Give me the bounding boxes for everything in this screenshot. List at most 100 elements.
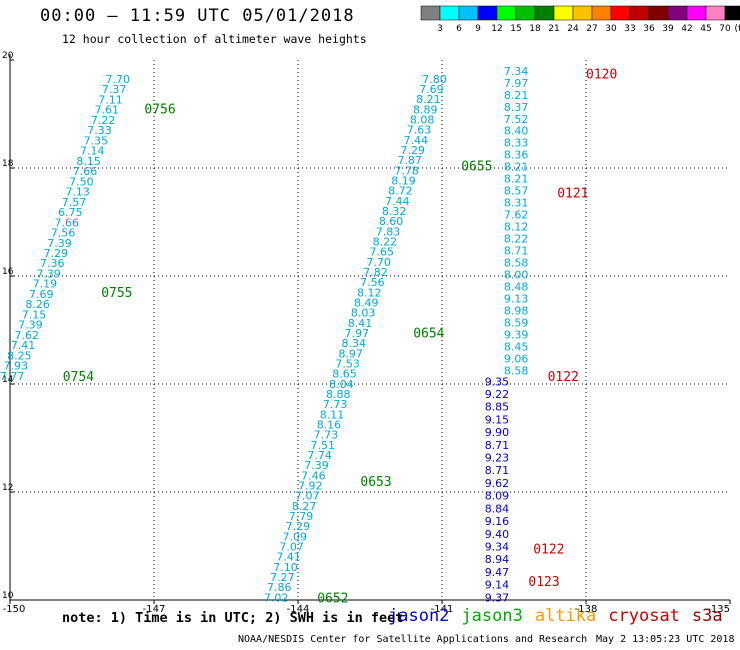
wave-height-point: 8.33	[504, 137, 529, 150]
colorbar-swatch	[591, 5, 612, 21]
wave-height-point: 7.35	[84, 134, 109, 147]
y-tick-label: 16	[2, 267, 14, 277]
wave-height-point: 7.44	[404, 134, 429, 147]
wave-height-point: 7.39	[36, 267, 61, 280]
colorbar-tick-label: 21	[548, 24, 559, 34]
wave-height-point: 7.70	[366, 256, 391, 269]
colorbar-swatch	[439, 5, 460, 21]
wave-height-point: 9.13	[504, 293, 529, 306]
wave-height-point: 7.07	[279, 540, 304, 553]
wave-height-point: 7.86	[267, 581, 292, 594]
colorbar-swatch	[534, 5, 555, 21]
colorbar-tick-label: 39	[662, 24, 674, 34]
wave-height-point: 8.98	[504, 305, 529, 318]
wave-height-point: 7.10	[273, 561, 298, 574]
satellite-legend: jason2 jason3 altika cryosat s3a	[388, 606, 723, 626]
wave-height-point: 8.37	[504, 101, 529, 114]
wave-height-point: 8.97	[338, 347, 363, 360]
colorbar-swatch	[629, 5, 650, 21]
wave-height-point: 7.29	[44, 247, 69, 260]
wave-height-point: 7.61	[95, 104, 120, 117]
wave-height-point: 8.25	[7, 349, 32, 362]
wave-height-point: 7.27	[270, 571, 295, 584]
wave-height-point: 8.58	[504, 257, 529, 270]
wave-height-point: 8.32	[382, 205, 407, 218]
legend-jason3: jason3	[461, 606, 523, 626]
wave-height-point: 8.26	[25, 298, 50, 311]
wave-height-point: 7.70	[106, 73, 131, 86]
pass-time-label: 0121	[557, 186, 588, 201]
colorbar-tick-label: 27	[586, 24, 597, 34]
y-tick-label: 12	[2, 483, 13, 493]
wave-height-point: 7.93	[4, 360, 29, 373]
wave-height-point: 7.07	[295, 490, 320, 503]
wave-height-point: 9.23	[485, 452, 510, 465]
colorbar-tick-label: 3	[437, 24, 443, 34]
wave-height-point: 7.97	[345, 327, 370, 340]
wave-height-point: 8.85	[485, 401, 510, 414]
wave-height-point: 8.45	[504, 341, 529, 354]
wave-height-point: 7.34	[504, 65, 529, 78]
legend-jason2: jason2	[388, 606, 450, 626]
wave-height-point: 7.74	[307, 449, 332, 462]
colorbar-unit: (ft)	[734, 24, 740, 34]
wave-height-point: 8.31	[504, 197, 529, 210]
wave-height-point: 8.16	[317, 419, 342, 432]
colorbar-swatch	[515, 5, 536, 21]
wave-height-point: 8.58	[504, 365, 529, 378]
pass-time-label: 0123	[528, 575, 559, 590]
wave-height-point: 7.97	[504, 77, 529, 90]
wave-height-point: 8.60	[379, 215, 404, 228]
wave-height-point: 7.80	[422, 73, 447, 86]
colorbar-swatch	[667, 5, 688, 21]
pass-time-label: 0652	[317, 591, 348, 606]
wave-height-point: 7.56	[360, 276, 385, 289]
wave-height-point: 7.50	[69, 175, 94, 188]
wave-height-point: 7.39	[18, 319, 43, 332]
x-tick-label: -150	[3, 604, 26, 615]
wave-height-point: 8.04	[329, 378, 354, 391]
wave-height-point: 7.62	[14, 329, 39, 342]
legend-s3a: s3a	[691, 606, 723, 626]
colorbar-tick-label: 70	[719, 24, 731, 34]
wave-height-point: 8.09	[485, 490, 510, 503]
legend-cryosat: cryosat	[608, 606, 680, 626]
wave-height-point: 9.47	[485, 566, 510, 579]
colorbar-swatch	[705, 5, 726, 21]
wave-height-point: 8.84	[485, 502, 510, 515]
y-tick-label: 20	[2, 51, 14, 61]
wave-height-point: 8.88	[326, 388, 351, 401]
colorbar-swatch	[420, 5, 441, 21]
wave-height-point: 7.13	[65, 186, 90, 199]
colorbar-tick-label: 9	[475, 24, 481, 34]
wave-height-point: 8.03	[351, 307, 376, 320]
x-tick-label: -144	[287, 604, 310, 615]
wave-height-point: 8.49	[354, 297, 379, 310]
wave-height-point: 7.73	[323, 398, 348, 411]
wave-height-point: 8.57	[504, 185, 529, 198]
wave-height-point: 7.09	[283, 530, 308, 543]
colorbar-swatch	[496, 5, 517, 21]
wave-height-point: 8.94	[485, 553, 510, 566]
wave-height-point: 9.37	[485, 591, 510, 604]
wave-height-point: 7.36	[40, 257, 65, 270]
wave-height-point: 7.87	[397, 154, 422, 167]
wave-height-point: 7.11	[98, 93, 123, 106]
wave-height-point: 7.39	[304, 459, 329, 472]
y-tick-label: 18	[2, 159, 14, 169]
colorbar-swatch	[610, 5, 631, 21]
wave-height-point: 7.77	[0, 370, 24, 383]
wave-height-point: 6.75	[58, 206, 83, 219]
wave-height-point: 9.16	[485, 515, 510, 528]
wave-height-point: 7.02	[264, 591, 289, 604]
wave-height-point: 9.35	[485, 375, 510, 388]
wave-height-point: 7.46	[301, 469, 326, 482]
pass-time-label: 0120	[586, 68, 617, 83]
wave-height-point: 8.27	[292, 500, 317, 513]
chart-title: 00:00 – 11:59 UTC 05/01/2018	[40, 6, 355, 26]
wave-height-point: 7.56	[51, 227, 76, 240]
wave-height-point: 8.21	[504, 161, 529, 174]
wave-height-point: 8.59	[504, 317, 529, 330]
colorbar-swatch	[648, 5, 669, 21]
wave-height-point: 8.00	[504, 269, 529, 282]
